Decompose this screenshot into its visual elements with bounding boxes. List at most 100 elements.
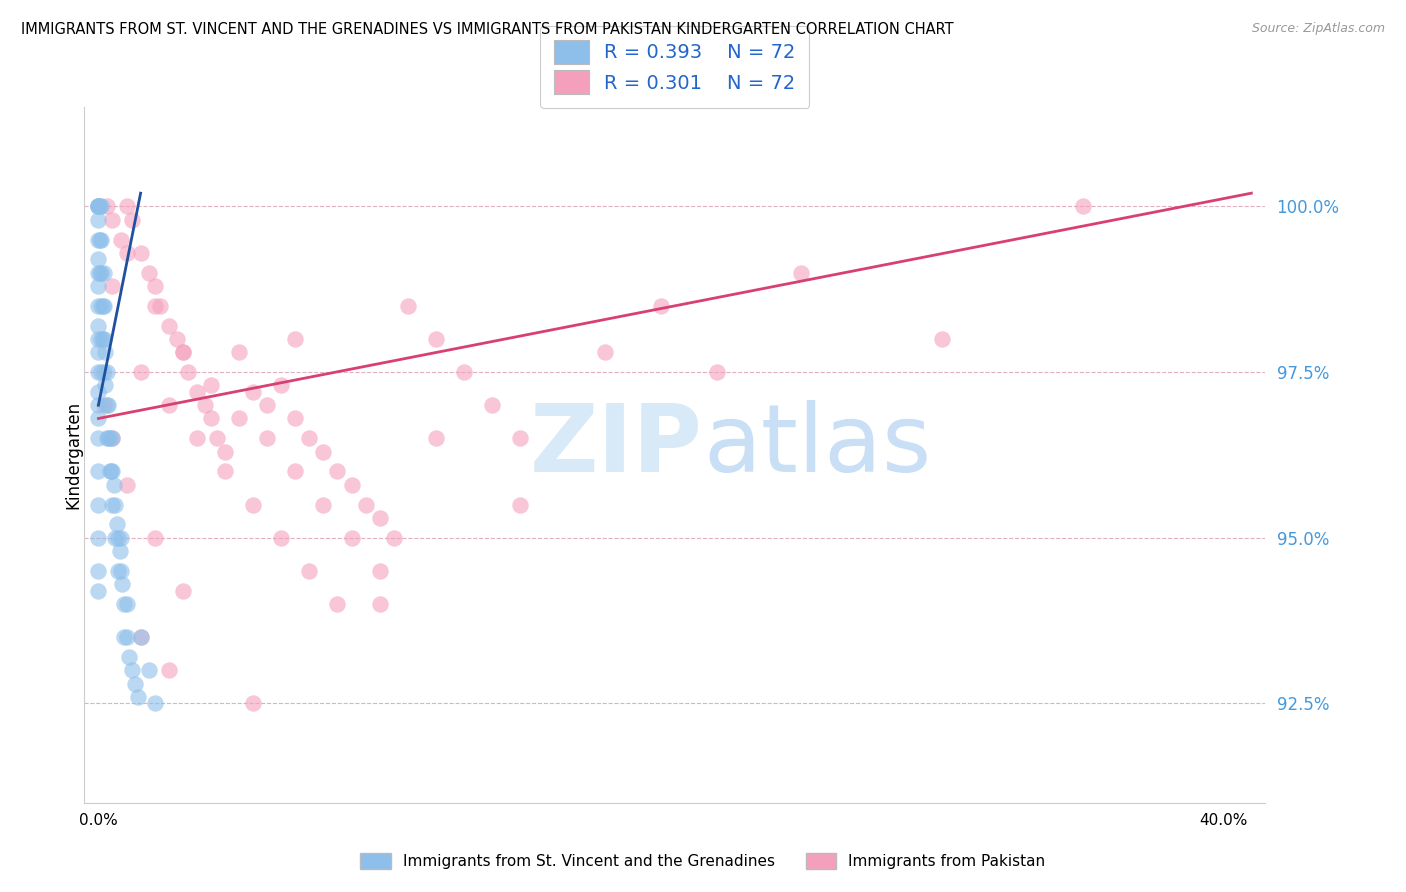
Point <box>90 199 112 213</box>
Point <box>228 345 250 359</box>
Point <box>101 431 124 445</box>
Point <box>115 597 138 611</box>
Point <box>89 266 111 280</box>
Point <box>172 345 194 359</box>
Point <box>143 299 166 313</box>
Point <box>326 597 349 611</box>
Point <box>103 477 125 491</box>
Point <box>194 398 217 412</box>
Point <box>200 378 222 392</box>
Point <box>368 511 391 525</box>
Point <box>326 465 349 479</box>
Point <box>93 365 115 379</box>
Point <box>298 564 321 578</box>
Point <box>110 531 132 545</box>
Point <box>101 498 124 512</box>
Point <box>368 564 391 578</box>
Point <box>149 299 172 313</box>
Point <box>509 431 531 445</box>
Text: Source: ZipAtlas.com: Source: ZipAtlas.com <box>1251 22 1385 36</box>
Point <box>87 212 110 227</box>
Point <box>87 564 110 578</box>
Point <box>97 431 120 445</box>
Point <box>101 431 124 445</box>
Point <box>104 498 127 512</box>
Point <box>93 299 115 313</box>
Point <box>87 199 110 213</box>
Point <box>143 697 166 711</box>
Point <box>87 431 110 445</box>
Point <box>228 411 250 425</box>
Point <box>87 398 110 412</box>
Point <box>104 531 127 545</box>
Text: ZIP: ZIP <box>530 400 703 492</box>
Point <box>87 233 110 247</box>
Point <box>205 431 228 445</box>
Point <box>96 365 118 379</box>
Point <box>354 498 377 512</box>
Point <box>186 431 208 445</box>
Point <box>87 365 110 379</box>
Point <box>127 690 149 704</box>
Point <box>790 266 813 280</box>
Point <box>481 398 503 412</box>
Point <box>115 245 138 260</box>
Point <box>87 199 110 213</box>
Point <box>107 564 129 578</box>
Point <box>157 663 180 677</box>
Point <box>101 465 124 479</box>
Point <box>382 531 405 545</box>
Point <box>96 199 118 213</box>
Point <box>93 332 115 346</box>
Point <box>706 365 728 379</box>
Point <box>87 384 110 399</box>
Point <box>112 597 135 611</box>
Point <box>112 630 135 644</box>
Point <box>87 345 110 359</box>
Point <box>284 465 307 479</box>
Point <box>157 398 180 412</box>
Point <box>270 378 292 392</box>
Point <box>110 233 132 247</box>
Point <box>115 199 138 213</box>
Point <box>87 583 110 598</box>
Point <box>111 577 134 591</box>
Point <box>143 279 166 293</box>
Point <box>94 378 117 392</box>
Point <box>90 332 112 346</box>
Point <box>312 498 335 512</box>
Point <box>87 318 110 333</box>
Point <box>129 245 152 260</box>
Point <box>284 332 307 346</box>
Point <box>138 663 160 677</box>
Point <box>143 531 166 545</box>
Point <box>87 252 110 267</box>
Point <box>509 498 531 512</box>
Point <box>368 597 391 611</box>
Point <box>89 233 111 247</box>
Point <box>312 444 335 458</box>
Point <box>87 299 110 313</box>
Point <box>87 465 110 479</box>
Point <box>87 199 110 213</box>
Legend: Immigrants from St. Vincent and the Grenadines, Immigrants from Pakistan: Immigrants from St. Vincent and the Gren… <box>354 847 1052 875</box>
Point <box>425 431 447 445</box>
Point <box>129 630 152 644</box>
Point <box>340 477 363 491</box>
Point <box>166 332 188 346</box>
Point <box>298 431 321 445</box>
Point <box>650 299 672 313</box>
Point <box>284 411 307 425</box>
Point <box>87 498 110 512</box>
Point <box>105 517 128 532</box>
Legend: R = 0.393    N = 72, R = 0.301    N = 72: R = 0.393 N = 72, R = 0.301 N = 72 <box>540 26 810 108</box>
Point <box>242 384 264 399</box>
Y-axis label: Kindergarten: Kindergarten <box>65 401 82 509</box>
Point <box>242 697 264 711</box>
Point <box>87 266 110 280</box>
Point <box>87 411 110 425</box>
Point <box>270 531 292 545</box>
Point <box>98 465 121 479</box>
Point <box>87 279 110 293</box>
Point <box>115 630 138 644</box>
